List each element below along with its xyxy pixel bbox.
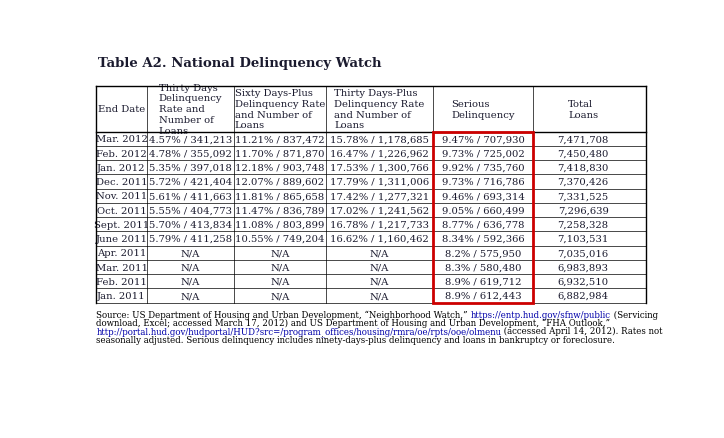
Text: 10.55% / 749,204: 10.55% / 749,204 — [235, 235, 324, 244]
Text: 16.47% / 1,226,962: 16.47% / 1,226,962 — [330, 149, 429, 158]
Text: N/A: N/A — [180, 249, 200, 258]
Text: Nov. 2011: Nov. 2011 — [96, 192, 147, 201]
Text: Jan. 2011: Jan. 2011 — [97, 291, 146, 300]
Text: Mar. 2011: Mar. 2011 — [96, 263, 148, 272]
Text: Source: US Department of Housing and Urban Development, “Neighborhood Watch,”: Source: US Department of Housing and Urb… — [96, 310, 471, 319]
Text: 4.57% / 341,213: 4.57% / 341,213 — [148, 135, 232, 144]
Text: 9.73% / 716,786: 9.73% / 716,786 — [442, 178, 524, 187]
Text: 7,103,531: 7,103,531 — [557, 235, 609, 244]
Text: 4.78% / 355,092: 4.78% / 355,092 — [149, 149, 232, 158]
Text: Feb. 2012: Feb. 2012 — [96, 149, 147, 158]
Text: Table A2. National Delinquency Watch: Table A2. National Delinquency Watch — [98, 57, 382, 70]
Text: Sixty Days-Plus
Delinquency Rate
and Number of
Loans: Sixty Days-Plus Delinquency Rate and Num… — [235, 89, 325, 130]
Text: 7,450,480: 7,450,480 — [557, 149, 609, 158]
Text: 16.62% / 1,160,462: 16.62% / 1,160,462 — [330, 235, 429, 244]
Text: (accessed April 14, 2012). Rates not: (accessed April 14, 2012). Rates not — [501, 326, 662, 336]
Text: Mar. 2012: Mar. 2012 — [96, 135, 148, 144]
Text: N/A: N/A — [370, 277, 390, 286]
Text: https://entp.hud.gov/sfnw/public: https://entp.hud.gov/sfnw/public — [471, 310, 610, 319]
Text: N/A: N/A — [270, 277, 290, 286]
Text: Oct. 2011: Oct. 2011 — [97, 206, 146, 215]
Text: seasonally adjusted. Serious delinquency includes ninety-days-plus delinquency a: seasonally adjusted. Serious delinquency… — [96, 335, 615, 344]
Text: 8.2% / 575,950: 8.2% / 575,950 — [445, 249, 521, 258]
Text: Feb. 2011: Feb. 2011 — [96, 277, 147, 286]
Text: June 2011: June 2011 — [96, 235, 148, 244]
Text: Jan. 2012: Jan. 2012 — [97, 163, 146, 173]
Text: Total
Loans: Total Loans — [568, 99, 598, 119]
Text: 8.77% / 636,778: 8.77% / 636,778 — [442, 220, 524, 230]
Text: End Date: End Date — [98, 105, 146, 114]
Text: 7,418,830: 7,418,830 — [557, 163, 609, 173]
Text: 8.34% / 592,366: 8.34% / 592,366 — [442, 235, 524, 244]
Text: 8.3% / 580,480: 8.3% / 580,480 — [445, 263, 521, 272]
Text: N/A: N/A — [270, 249, 290, 258]
Text: 17.42% / 1,277,321: 17.42% / 1,277,321 — [330, 192, 429, 201]
Text: 17.02% / 1,241,562: 17.02% / 1,241,562 — [330, 206, 429, 215]
Text: 7,296,639: 7,296,639 — [557, 206, 609, 215]
Text: N/A: N/A — [180, 291, 200, 300]
Text: 5.55% / 404,773: 5.55% / 404,773 — [148, 206, 232, 215]
Text: N/A: N/A — [270, 291, 290, 300]
Text: Thirty Days-Plus
Delinquency Rate
and Number of
Loans: Thirty Days-Plus Delinquency Rate and Nu… — [334, 89, 425, 130]
Text: 5.70% / 413,834: 5.70% / 413,834 — [148, 220, 232, 230]
Text: 6,932,510: 6,932,510 — [557, 277, 609, 286]
Text: 7,471,708: 7,471,708 — [557, 135, 609, 144]
Text: http://portal.hud.gov/hudportal/HUD?src=/program_offices/housing/rmra/oe/rpts/oo: http://portal.hud.gov/hudportal/HUD?src=… — [96, 326, 501, 336]
Text: N/A: N/A — [370, 291, 390, 300]
Text: 17.53% / 1,300,766: 17.53% / 1,300,766 — [330, 163, 429, 173]
Text: N/A: N/A — [370, 249, 390, 258]
Text: 9.92% / 735,760: 9.92% / 735,760 — [442, 163, 524, 173]
Text: 9.46% / 693,314: 9.46% / 693,314 — [442, 192, 525, 201]
Text: 11.08% / 803,899: 11.08% / 803,899 — [235, 220, 324, 230]
Text: Apr. 2011: Apr. 2011 — [97, 249, 146, 258]
Text: Dec. 2011: Dec. 2011 — [96, 178, 148, 187]
Text: 12.07% / 889,602: 12.07% / 889,602 — [235, 178, 324, 187]
Text: 5.61% / 411,663: 5.61% / 411,663 — [149, 192, 232, 201]
Text: 11.70% / 871,870: 11.70% / 871,870 — [235, 149, 324, 158]
Text: 9.73% / 725,002: 9.73% / 725,002 — [442, 149, 524, 158]
Text: 12.18% / 903,748: 12.18% / 903,748 — [235, 163, 324, 173]
Text: 7,331,525: 7,331,525 — [557, 192, 609, 201]
Text: 11.81% / 865,658: 11.81% / 865,658 — [235, 192, 324, 201]
Text: 9.47% / 707,930: 9.47% / 707,930 — [442, 135, 525, 144]
Text: (Servicing: (Servicing — [610, 310, 658, 319]
Text: Thirty Days
Delinquency
Rate and
Number of
Loans: Thirty Days Delinquency Rate and Number … — [159, 84, 222, 135]
Text: 8.9% / 612,443: 8.9% / 612,443 — [445, 291, 521, 300]
Text: 6,983,893: 6,983,893 — [557, 263, 609, 272]
Text: 6,882,984: 6,882,984 — [557, 291, 609, 300]
Text: 7,258,328: 7,258,328 — [557, 220, 609, 230]
Text: N/A: N/A — [180, 277, 200, 286]
Text: Sept. 2011: Sept. 2011 — [94, 220, 149, 230]
Bar — [433, 132, 533, 303]
Text: 7,370,426: 7,370,426 — [557, 178, 609, 187]
Text: 5.79% / 411,258: 5.79% / 411,258 — [148, 235, 232, 244]
Text: 7,035,016: 7,035,016 — [557, 249, 609, 258]
Text: 15.78% / 1,178,685: 15.78% / 1,178,685 — [330, 135, 429, 144]
Text: N/A: N/A — [270, 263, 290, 272]
Text: 5.72% / 421,404: 5.72% / 421,404 — [148, 178, 232, 187]
Text: 11.47% / 836,789: 11.47% / 836,789 — [235, 206, 324, 215]
Text: Serious
Delinquency: Serious Delinquency — [451, 99, 515, 119]
Text: N/A: N/A — [370, 263, 390, 272]
Text: 5.35% / 397,018: 5.35% / 397,018 — [149, 163, 232, 173]
Text: 17.79% / 1,311,006: 17.79% / 1,311,006 — [330, 178, 429, 187]
Text: 8.9% / 619,712: 8.9% / 619,712 — [445, 277, 521, 286]
Text: download, Excel; accessed March 17, 2012) and US Department of Housing and Urban: download, Excel; accessed March 17, 2012… — [96, 318, 610, 328]
Text: N/A: N/A — [180, 263, 200, 272]
Text: 11.21% / 837,472: 11.21% / 837,472 — [235, 135, 324, 144]
Text: 16.78% / 1,217,733: 16.78% / 1,217,733 — [330, 220, 429, 230]
Text: 9.05% / 660,499: 9.05% / 660,499 — [442, 206, 524, 215]
